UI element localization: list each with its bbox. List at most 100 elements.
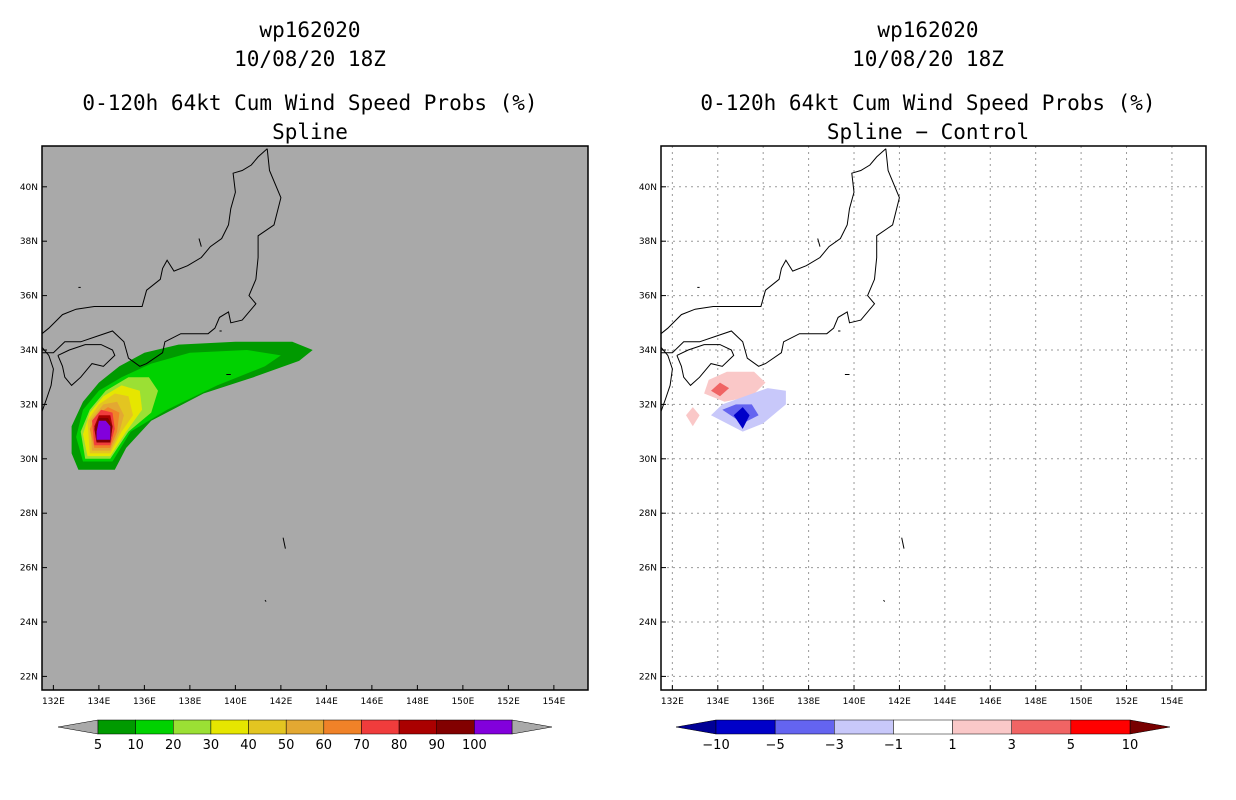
right-storm-id: wp162020 bbox=[877, 18, 979, 42]
colorbar-label: 50 bbox=[278, 738, 295, 753]
coastline bbox=[817, 238, 821, 247]
right-product-title: 0-120h 64kt Cum Wind Speed Probs (%) bbox=[700, 91, 1156, 115]
map-panel-2: 132E 134E 136E 138E 140E 142E 144E 146E 148E 150E… bbox=[639, 145, 1207, 753]
colorbar-box bbox=[715, 719, 776, 735]
colorbar-label: −5 bbox=[766, 738, 785, 753]
coastline-group bbox=[661, 148, 905, 602]
coastline bbox=[661, 148, 887, 335]
coastline bbox=[42, 148, 282, 367]
coastline bbox=[282, 537, 286, 549]
y-tick-label: 24N bbox=[639, 618, 657, 628]
y-tick-label: 36N bbox=[20, 292, 38, 302]
colorbar-low-end bbox=[57, 719, 99, 735]
x-tick-label: 136E bbox=[133, 697, 156, 707]
x-tick-label: 132E bbox=[661, 697, 684, 707]
colorbar-label: 5 bbox=[1067, 738, 1075, 753]
x-tick-label: 142E bbox=[269, 697, 292, 707]
contour-region-1 bbox=[686, 407, 700, 427]
colorbar-low-end bbox=[675, 719, 717, 735]
coastline-group bbox=[42, 148, 286, 602]
colorbar-high-end bbox=[1129, 719, 1171, 735]
coastline bbox=[661, 148, 900, 367]
colorbar-label: 20 bbox=[165, 738, 182, 753]
y-tick-label: 22N bbox=[20, 672, 38, 682]
x-tick-label: 138E bbox=[178, 697, 201, 707]
contour-region-10 bbox=[76, 350, 281, 462]
coastline bbox=[42, 148, 268, 335]
x-tick-label: 148E bbox=[406, 697, 429, 707]
y-tick-label: 32N bbox=[639, 400, 657, 410]
y-tick-label: 38N bbox=[20, 237, 38, 247]
x-tick-label: 154E bbox=[1161, 697, 1184, 707]
colorbar-label: 30 bbox=[203, 738, 220, 753]
y-tick-label: 36N bbox=[639, 292, 657, 302]
colorbar-box bbox=[952, 719, 1012, 735]
x-tick-label: 142E bbox=[888, 697, 911, 707]
y-tick-label: 28N bbox=[20, 509, 38, 519]
x-tick-label: 152E bbox=[1115, 697, 1138, 707]
y-tick-label: 26N bbox=[20, 564, 38, 574]
contour-region-3 bbox=[711, 382, 730, 397]
x-tick-label: 146E bbox=[360, 697, 383, 707]
coastline bbox=[883, 599, 886, 602]
colorbar-label: 5 bbox=[94, 738, 102, 753]
left-storm-id: wp162020 bbox=[259, 18, 361, 42]
colorbar-box bbox=[361, 719, 400, 735]
coastline bbox=[198, 238, 202, 247]
colorbar-label: 1 bbox=[948, 738, 956, 753]
y-tick-label: 28N bbox=[639, 509, 657, 519]
left-date: 10/08/20 18Z bbox=[234, 47, 386, 71]
left-subtitle: Spline bbox=[272, 120, 348, 144]
colorbar-box bbox=[135, 719, 174, 735]
x-tick-label: 152E bbox=[497, 697, 520, 707]
colorbar: −10 −5 −3 −1 1 3 5 10 bbox=[675, 719, 1171, 753]
coastline bbox=[676, 344, 735, 387]
colorbar-label: 10 bbox=[127, 738, 144, 753]
colorbar-box bbox=[173, 719, 212, 735]
coastline bbox=[901, 537, 905, 549]
colorbar-label: 60 bbox=[316, 738, 333, 753]
colorbar-box bbox=[474, 719, 513, 735]
colorbar-box bbox=[210, 719, 249, 735]
coastline bbox=[661, 346, 673, 414]
colorbar-label: −10 bbox=[702, 738, 729, 753]
colorbar-label: −3 bbox=[825, 738, 844, 753]
x-tick-label: 144E bbox=[933, 697, 956, 707]
x-tick-label: 150E bbox=[451, 697, 474, 707]
right-date: 10/08/20 18Z bbox=[852, 47, 1004, 71]
colorbar-label: 10 bbox=[1122, 738, 1139, 753]
map-panel-1: 132E 134E 136E 138E 140E 142E 144E 146E 148E 150E… bbox=[20, 145, 589, 753]
x-tick-label: 134E bbox=[706, 697, 729, 707]
y-tick-label: 32N bbox=[20, 400, 38, 410]
colorbar-high-end bbox=[511, 719, 553, 735]
y-tick-label: 24N bbox=[20, 618, 38, 628]
contour-region--5 bbox=[733, 407, 750, 429]
colorbar-label: 70 bbox=[353, 738, 370, 753]
colorbar-box bbox=[893, 719, 953, 735]
colorbar: 5 10 20 30 40 50 60 70 80 90 100 bbox=[57, 719, 553, 753]
colorbar-box bbox=[323, 719, 362, 735]
y-tick-label: 26N bbox=[639, 564, 657, 574]
y-tick-label: 34N bbox=[639, 346, 657, 356]
x-tick-label: 136E bbox=[752, 697, 775, 707]
contour-region-100 bbox=[96, 420, 111, 440]
left-product-title: 0-120h 64kt Cum Wind Speed Probs (%) bbox=[82, 91, 538, 115]
map-frame bbox=[41, 145, 589, 691]
x-tick-label: 150E bbox=[1070, 697, 1093, 707]
y-tick-label: 34N bbox=[20, 346, 38, 356]
colorbar-label: −1 bbox=[884, 738, 903, 753]
colorbar-box bbox=[774, 719, 835, 735]
colorbar-box bbox=[97, 719, 136, 735]
y-tick-label: 40N bbox=[20, 183, 38, 193]
colorbar-label: 100 bbox=[462, 738, 487, 753]
x-tick-label: 140E bbox=[843, 697, 866, 707]
y-tick-label: 40N bbox=[639, 183, 657, 193]
y-tick-label: 22N bbox=[639, 672, 657, 682]
x-tick-label: 148E bbox=[1024, 697, 1047, 707]
colorbar-label: 3 bbox=[1008, 738, 1016, 753]
colorbar-label: 90 bbox=[428, 738, 445, 753]
colorbar-box bbox=[834, 719, 894, 735]
x-tick-label: 138E bbox=[797, 697, 820, 707]
right-subtitle: Spline − Control bbox=[826, 120, 1030, 144]
